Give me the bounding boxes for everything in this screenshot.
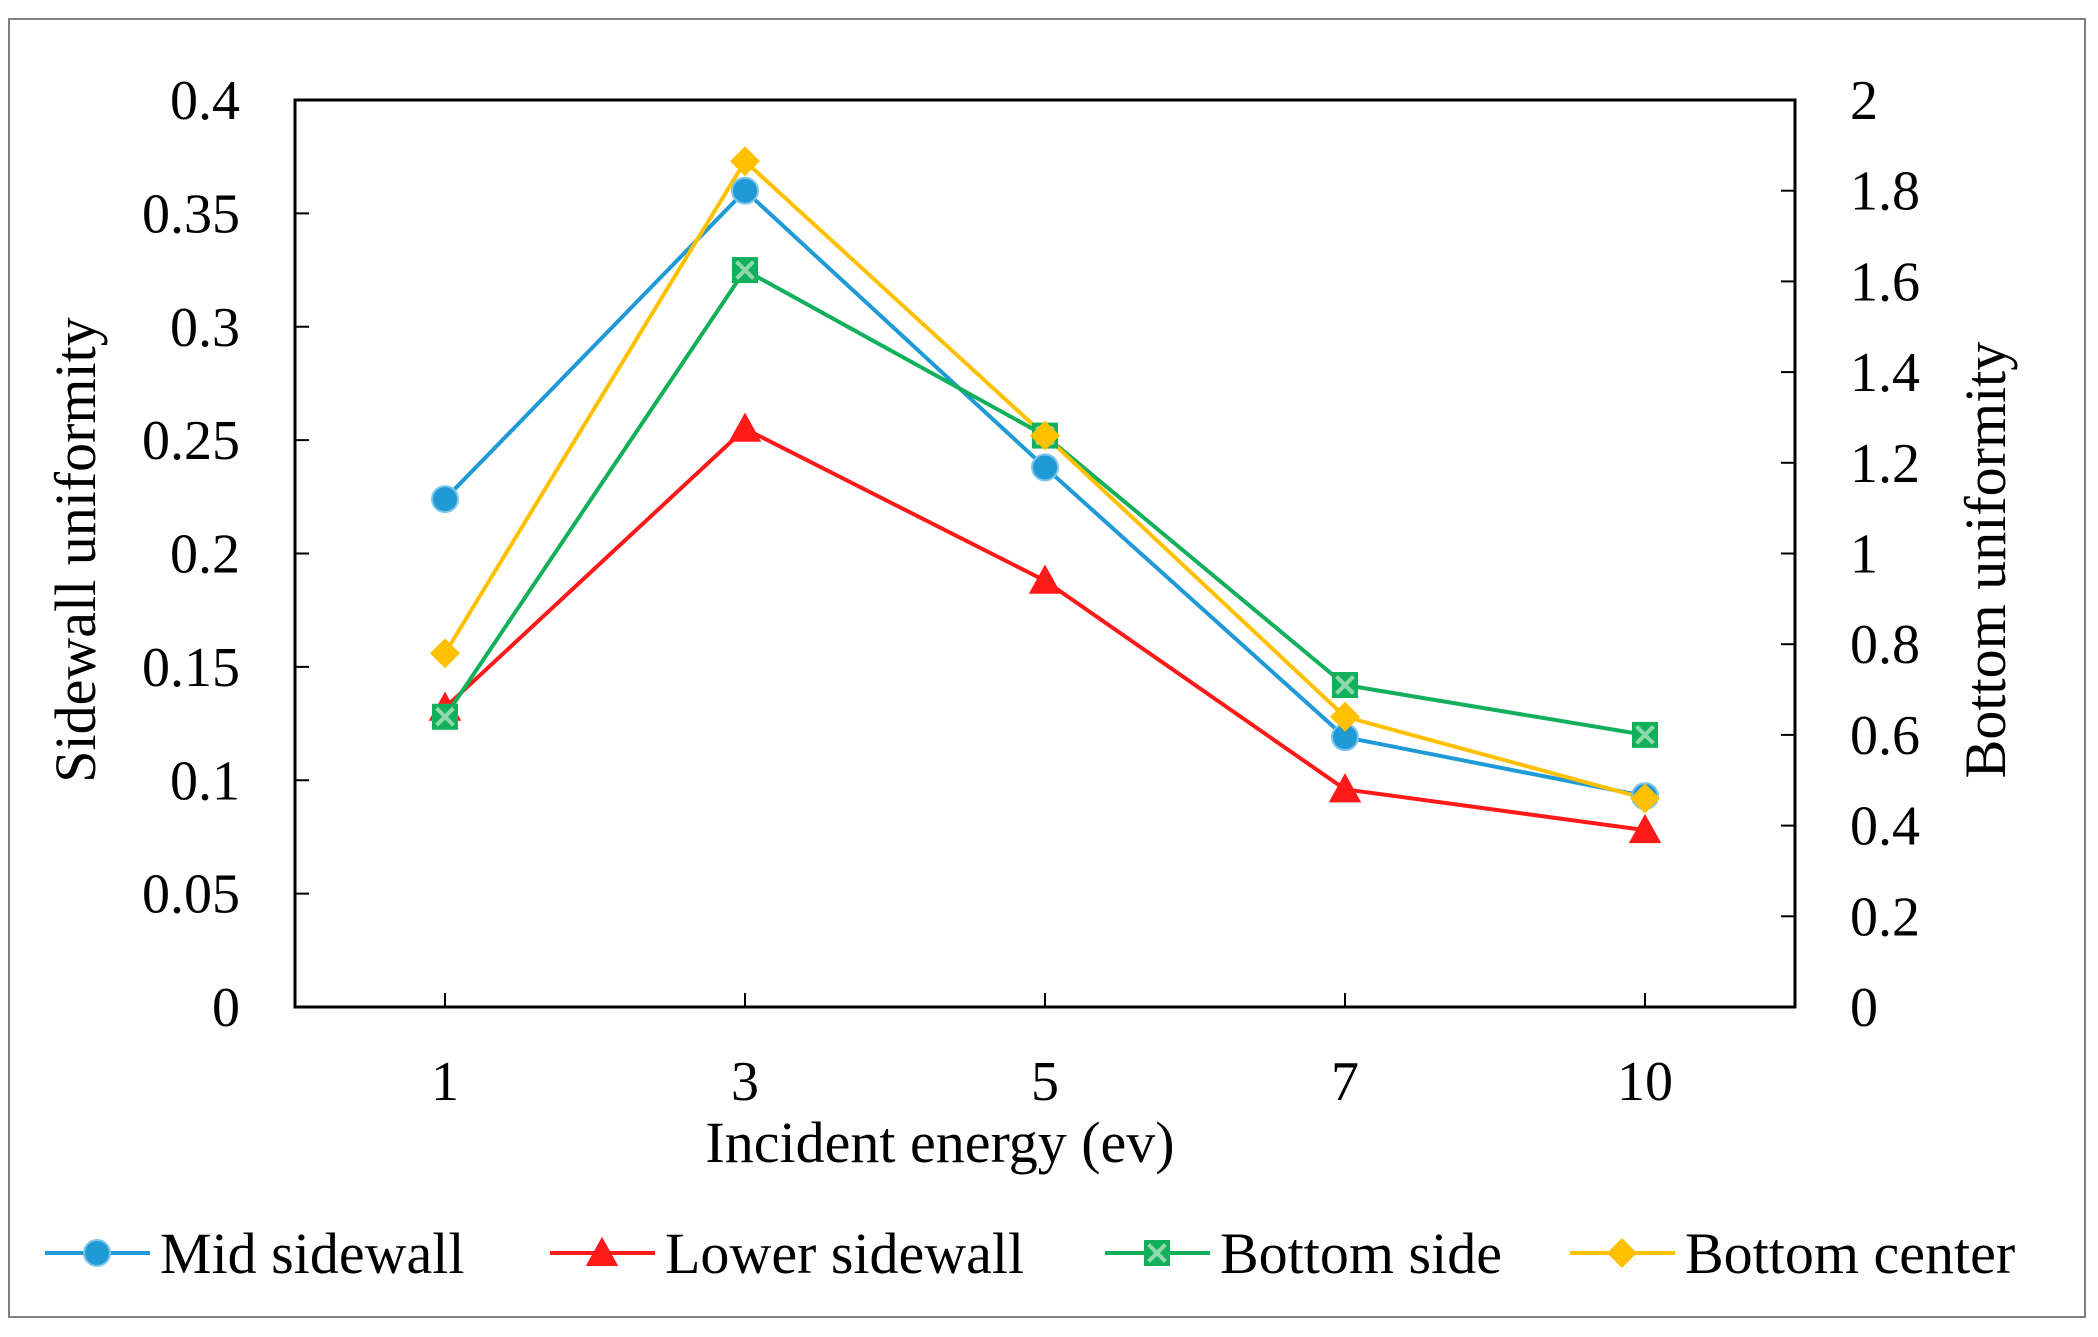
y-left-tick-label: 0.2	[170, 524, 240, 586]
data-point-mid-sidewall	[731, 176, 759, 205]
y-right-tick-label: 1	[1850, 524, 1878, 586]
data-point-bottom-center	[730, 146, 760, 177]
y-left-tick-label: 0.4	[170, 70, 240, 132]
data-point-mid-sidewall	[431, 485, 459, 514]
y-right-tick-label: 1.4	[1850, 342, 1920, 404]
series-line-lower-sidewall	[443, 426, 1646, 833]
legend: Mid sidewall Lower sidewall Bottom side Bot…	[45, 1221, 2015, 1286]
y-left-tick-label: 0.1	[170, 750, 240, 812]
y-right-tick-label: 1.2	[1850, 433, 1920, 495]
data-point-bottom-side	[1332, 672, 1358, 699]
legend-item-mid-sidewall: Mid sidewall	[45, 1221, 464, 1286]
y-right-tick-label: 0.6	[1850, 705, 1920, 767]
y-right-tick-label: 0.4	[1850, 796, 1920, 858]
legend-label: Lower sidewall	[665, 1221, 1024, 1286]
data-point-bottom-side	[1632, 721, 1658, 748]
data-point-lower-sidewall	[1628, 813, 1662, 844]
data-point-lower-sidewall	[728, 412, 762, 442]
data-point-lower-sidewall	[1028, 564, 1062, 594]
x-tick-label: 7	[1331, 1051, 1359, 1113]
data-point-bottom-side	[432, 703, 458, 730]
legend-label: Bottom center	[1685, 1221, 2015, 1286]
y-left-tick-label: 0.35	[142, 183, 240, 245]
x-tick-label: 10	[1617, 1051, 1673, 1113]
y-axis-right-title: Bottom uniformity	[1953, 342, 2018, 779]
legend-marker-mid-sidewall	[83, 1239, 111, 1267]
data-point-mid-sidewall	[1031, 453, 1059, 482]
y-left-tick-label: 0.25	[142, 410, 240, 472]
y-left-tick-label: 0.3	[170, 297, 240, 359]
y-right-tick-label: 1.8	[1850, 161, 1920, 223]
data-point-bottom-center	[430, 638, 460, 669]
legend-marker-bottom-center	[1607, 1238, 1637, 1268]
y-right-tick-label: 1.6	[1850, 251, 1920, 313]
x-tick-label: 1	[431, 1051, 459, 1113]
legend-label: Mid sidewall	[160, 1221, 464, 1286]
y-right-tick-label: 0.2	[1850, 886, 1920, 948]
data-point-bottom-center	[1630, 783, 1660, 814]
y-right-tick-label: 0	[1850, 977, 1878, 1039]
x-tick-label: 3	[731, 1051, 759, 1113]
plot-area	[293, 98, 1797, 1009]
chart-frame	[8, 18, 2086, 1318]
legend-item-lower-sidewall: Lower sidewall	[550, 1221, 1024, 1286]
legend-item-bottom-side: Bottom side	[1105, 1221, 1502, 1286]
x-tick-label: 5	[1031, 1051, 1059, 1113]
y-axis-left-title: Sidewall uniformity	[43, 317, 108, 783]
data-point-bottom-center	[1330, 701, 1360, 732]
legend-marker-lower-sidewall	[585, 1236, 619, 1266]
legend-label: Bottom side	[1220, 1221, 1502, 1286]
y-left-tick-label: 0.05	[142, 864, 240, 926]
y-right-tick-label: 0.8	[1850, 614, 1920, 676]
data-point-lower-sidewall	[1328, 773, 1362, 803]
legend-marker-bottom-side	[1144, 1240, 1170, 1266]
y-right-tick-label: 2	[1850, 70, 1878, 132]
data-point-bottom-side	[732, 257, 758, 284]
data-point-bottom-center	[1030, 420, 1060, 451]
series-line-bottom-side	[443, 267, 1646, 737]
legend-item-bottom-center: Bottom center	[1570, 1221, 2015, 1286]
y-left-tick-label: 0.15	[142, 637, 240, 699]
y-left-tick-label: 0	[212, 977, 240, 1039]
x-axis-title: Incident energy (ev)	[705, 1110, 1174, 1175]
